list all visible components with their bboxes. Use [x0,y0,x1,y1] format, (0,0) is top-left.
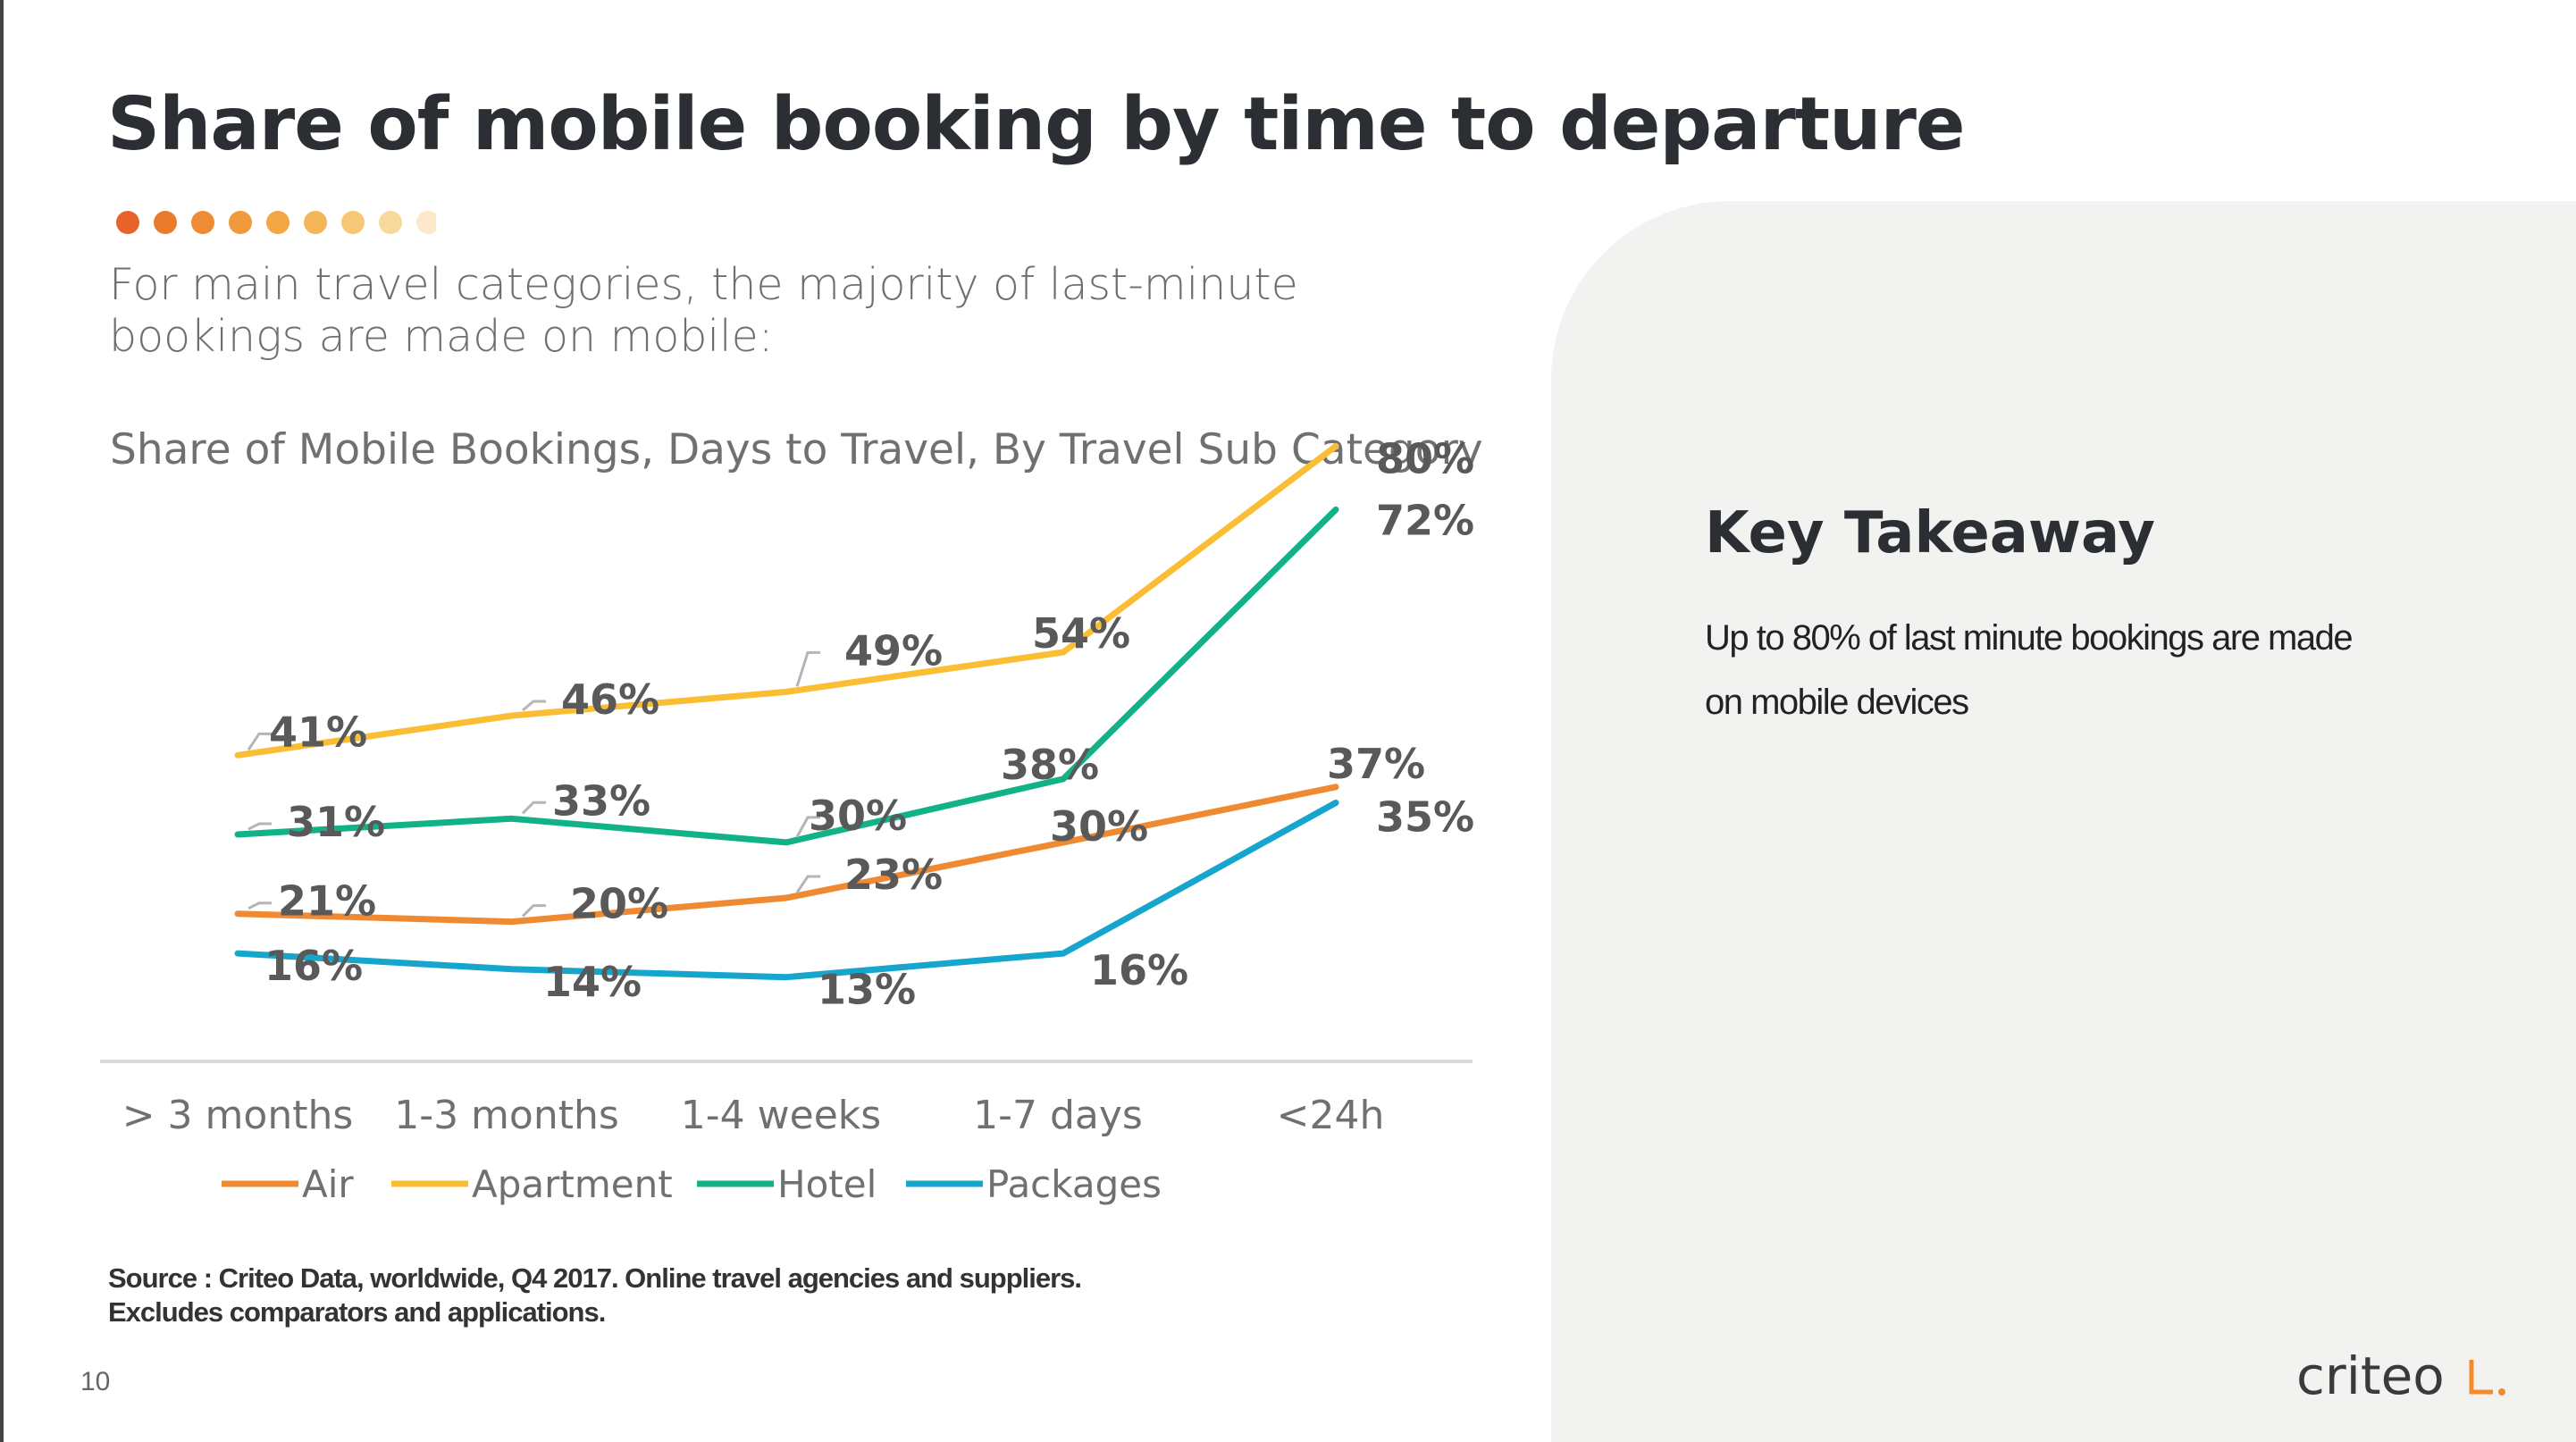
x-tick-label: 1-7 days [973,1093,1143,1138]
data-label: 46% [561,675,659,724]
data-label: 30% [1050,802,1148,851]
decor-dot [266,211,289,234]
data-label: 54% [1032,609,1130,658]
legend-label-packages: Packages [986,1162,1162,1206]
takeaway-panel [1551,201,2576,1442]
series-line-packages [234,800,1339,981]
data-label-leader [248,901,272,910]
source-line-1: Source : Criteo Data, worldwide, Q4 2017… [108,1262,1082,1294]
data-label: 41% [269,708,367,756]
data-label: 38% [1001,741,1099,789]
chart-title: Share of Mobile Bookings, Days to Travel… [110,425,1483,474]
x-tick-label: > 3 months [122,1093,354,1138]
data-label: 33% [552,776,650,825]
data-label: 21% [278,877,376,926]
data-label: 30% [809,792,907,840]
data-label: 14% [543,958,642,1006]
slide-left-border [0,0,4,1442]
source-line-2: Excludes comparators and applications. [108,1296,606,1328]
series-line-apartment [234,442,1339,759]
decor-dot [154,211,177,234]
data-label: 80% [1376,434,1474,482]
decor-dot [116,211,139,234]
decor-dot [304,211,327,234]
data-label: 16% [1090,946,1188,994]
page-title: Share of mobile booking by time to depar… [107,82,1966,167]
decor-dot [416,211,436,234]
decor-dot [191,211,214,234]
decor-dot [379,211,402,234]
data-label-leader [795,650,820,687]
takeaway-line-1: Up to 80% of last minute bookings are ma… [1705,618,2354,658]
data-label: 35% [1376,793,1474,842]
criteo-logo: criteo [2296,1346,2505,1406]
data-label-leader [521,904,546,918]
data-label: 72% [1376,496,1474,544]
x-tick-label: 1-3 months [394,1093,619,1138]
decorative-dots [116,211,436,234]
takeaway-line-2: on mobile devices [1705,683,1969,722]
data-label-leader [522,700,546,712]
data-label: 49% [844,626,943,675]
legend-label-apartment: Apartment [472,1162,673,1206]
data-label: 37% [1327,740,1425,788]
x-tick-label: 1-4 weeks [681,1093,881,1138]
data-label: 20% [570,880,668,928]
data-label-leader [521,801,546,815]
legend-label-air: Air [302,1162,354,1206]
svg-text:criteo: criteo [2296,1346,2445,1406]
series-line-air [234,784,1339,926]
data-label-leader [795,875,820,893]
decor-dot [341,211,365,234]
data-label: 13% [818,966,916,1014]
source-note: Source : Criteo Data, worldwide, Q4 2017… [108,1262,1082,1329]
legend-label-hotel: Hotel [777,1162,877,1206]
data-label: 23% [844,851,943,899]
x-tick-label: <24h [1277,1093,1385,1138]
decor-dot [229,211,252,234]
page-number: 10 [80,1367,111,1396]
data-label-leader [248,822,272,831]
series-line-hotel [234,506,1339,846]
data-label: 31% [287,798,385,846]
data-label: 16% [264,942,363,990]
takeaway-text: Up to 80% of last minute bookings are ma… [1705,606,2402,734]
takeaway-title: Key Takeaway [1705,500,2155,566]
data-label-leader [795,816,820,838]
page-subtitle: For main travel categories, the majority… [109,259,1298,362]
data-label-leader [247,732,272,751]
